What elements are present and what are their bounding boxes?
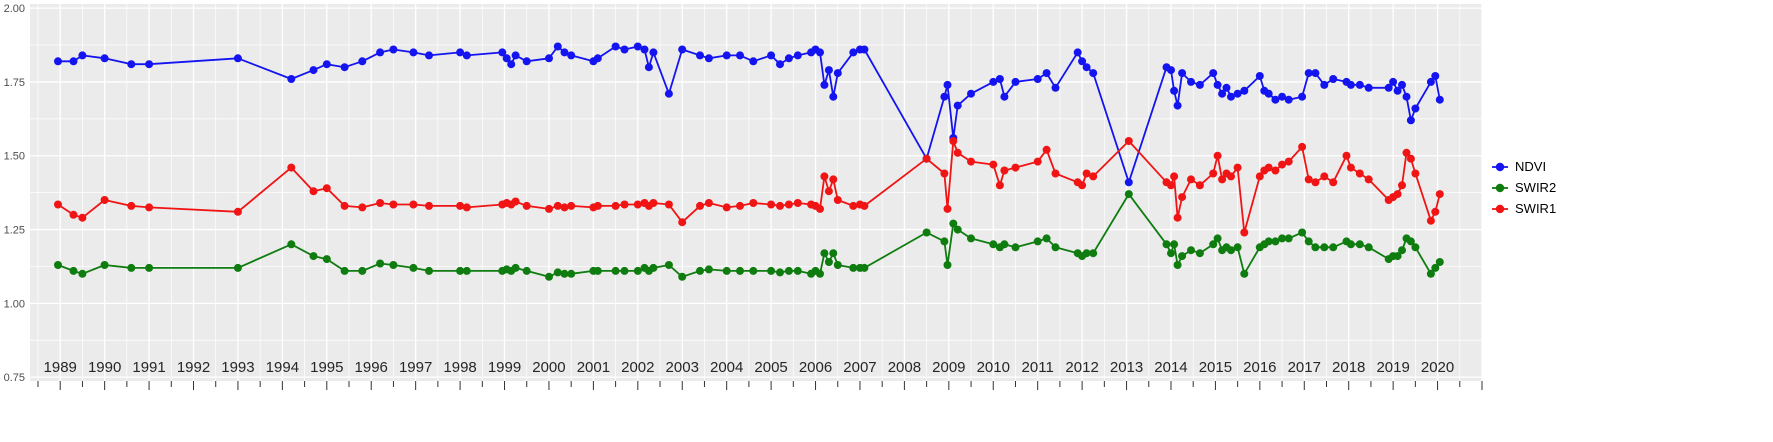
svg-text:1992: 1992: [177, 359, 210, 376]
legend-item-swir2: SWIR2: [1490, 181, 1556, 195]
swir1-series-key-icon: [1492, 204, 1508, 214]
svg-text:1998: 1998: [443, 359, 476, 376]
svg-text:2012: 2012: [1065, 359, 1098, 376]
svg-text:1993: 1993: [221, 359, 254, 376]
svg-text:2008: 2008: [888, 359, 921, 376]
svg-text:0.75: 0.75: [4, 372, 25, 384]
svg-text:1999: 1999: [488, 359, 521, 376]
svg-text:2003: 2003: [666, 359, 699, 376]
svg-text:2005: 2005: [754, 359, 787, 376]
svg-text:1.25: 1.25: [4, 225, 25, 237]
svg-text:1996: 1996: [355, 359, 388, 376]
legend: NDVI SWIR2 SWIR1: [1490, 160, 1556, 216]
legend-label-swir1: SWIR1: [1515, 201, 1557, 216]
svg-text:2009: 2009: [932, 359, 965, 376]
svg-text:2013: 2013: [1110, 359, 1143, 376]
svg-text:2015: 2015: [1199, 359, 1232, 376]
svg-text:2002: 2002: [621, 359, 654, 376]
ndvi-series-key-icon: [1492, 162, 1508, 172]
svg-text:2019: 2019: [1376, 359, 1409, 376]
svg-text:1995: 1995: [310, 359, 343, 376]
legend-item-swir1: SWIR1: [1490, 202, 1556, 216]
svg-text:2014: 2014: [1154, 359, 1187, 376]
svg-text:1.00: 1.00: [4, 298, 25, 310]
svg-text:2001: 2001: [577, 359, 610, 376]
svg-text:1997: 1997: [399, 359, 432, 376]
legend-label-ndvi: NDVI: [1515, 159, 1547, 174]
svg-text:2.00: 2.00: [4, 3, 25, 15]
svg-text:2017: 2017: [1288, 359, 1321, 376]
swir2-series-key-icon: [1492, 183, 1508, 193]
svg-text:2011: 2011: [1022, 359, 1054, 376]
svg-text:1989: 1989: [44, 359, 77, 376]
svg-text:1.75: 1.75: [4, 77, 25, 89]
svg-text:2016: 2016: [1243, 359, 1276, 376]
svg-text:2000: 2000: [532, 359, 565, 376]
legend-item-ndvi: NDVI: [1490, 160, 1556, 174]
svg-text:1994: 1994: [266, 359, 299, 376]
svg-text:2006: 2006: [799, 359, 832, 376]
svg-text:2020: 2020: [1421, 359, 1454, 376]
svg-text:2018: 2018: [1332, 359, 1365, 376]
svg-text:1.50: 1.50: [4, 151, 25, 163]
svg-text:1991: 1991: [132, 359, 165, 376]
legend-label-swir2: SWIR2: [1515, 180, 1557, 195]
svg-text:2010: 2010: [977, 359, 1010, 376]
svg-text:2007: 2007: [843, 359, 876, 376]
svg-text:1990: 1990: [88, 359, 121, 376]
svg-text:2004: 2004: [710, 359, 743, 376]
